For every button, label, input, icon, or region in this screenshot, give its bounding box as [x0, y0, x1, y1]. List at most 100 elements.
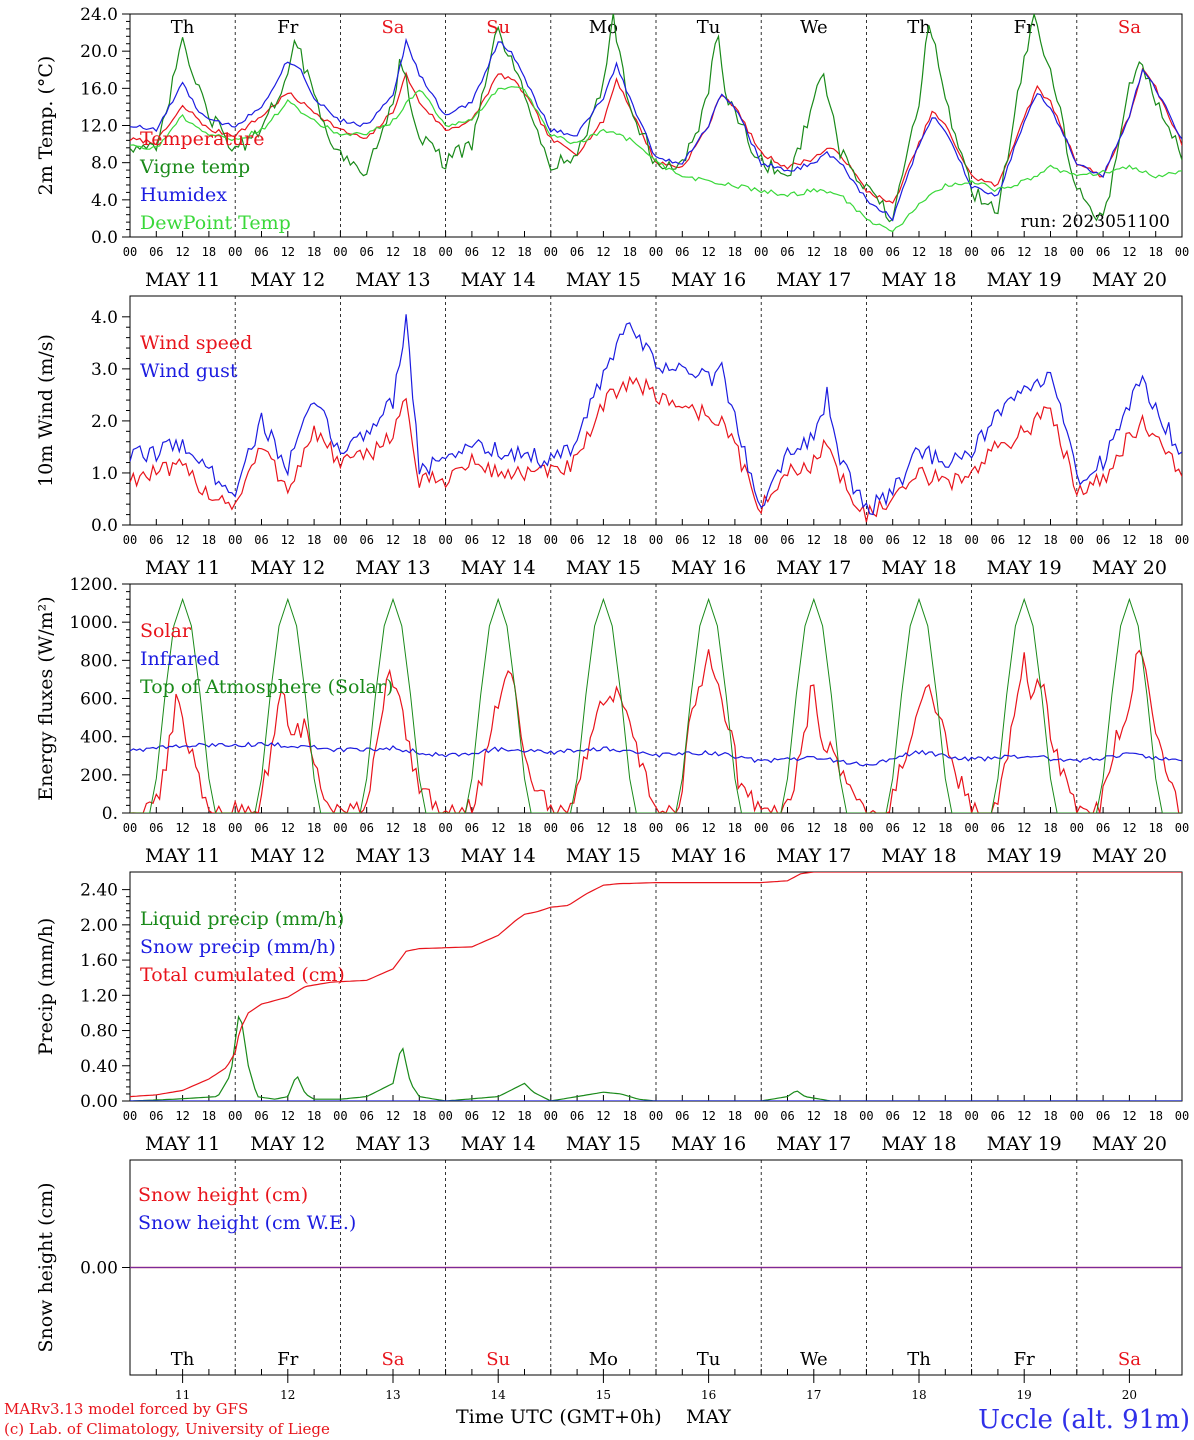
- day-number-label: 19: [1017, 1388, 1032, 1402]
- weekday-label: Mo: [589, 1349, 618, 1370]
- x-hour-label: 12: [912, 821, 926, 835]
- series-total-cumulated-cm: [130, 872, 1182, 1098]
- x-hour-label: 18: [938, 821, 952, 835]
- x-hour-label: 06: [149, 245, 163, 259]
- x-hour-label: 18: [202, 1109, 216, 1123]
- weekday-label: We: [800, 1349, 828, 1370]
- weekday-label: Fr: [1014, 17, 1035, 38]
- y-tick-label: 800.: [80, 651, 118, 671]
- day-number-label: 11: [175, 1388, 190, 1402]
- x-hour-label: 06: [570, 533, 584, 547]
- x-hour-label: 18: [307, 533, 321, 547]
- x-hour-label: 12: [386, 1109, 400, 1123]
- x-hour-label: 18: [412, 533, 426, 547]
- legend-entry: Solar: [140, 620, 192, 642]
- x-hour-label: 00: [438, 1109, 452, 1123]
- x-hour-label: 00: [228, 245, 242, 259]
- x-hour-label: 12: [491, 821, 505, 835]
- legend-entry: Top of Atmosphere (Solar): [140, 676, 393, 698]
- x-hour-label: 12: [912, 533, 926, 547]
- weekday-label: Fr: [277, 1349, 298, 1370]
- x-hour-label: 12: [281, 533, 295, 547]
- time-axis-month: MAY: [686, 1406, 731, 1428]
- x-hour-label: 18: [202, 245, 216, 259]
- x-hour-label: 12: [912, 245, 926, 259]
- x-hour-label: 06: [254, 1109, 268, 1123]
- weekday-label: Fr: [277, 17, 298, 38]
- station-label: Uccle (alt. 91m): [978, 1405, 1190, 1435]
- x-hour-label: 06: [780, 821, 794, 835]
- x-hour-label: 12: [175, 1109, 189, 1123]
- series-infrared: [130, 741, 1182, 767]
- y-axis-label: 2m Temp. (°C): [35, 56, 57, 196]
- x-hour-label: 18: [1043, 1109, 1057, 1123]
- x-hour-label: 12: [1122, 533, 1136, 547]
- day-number-label: 14: [491, 1388, 507, 1402]
- x-hour-label: 18: [728, 533, 742, 547]
- x-hour-label: 12: [386, 245, 400, 259]
- x-hour-label: 12: [386, 533, 400, 547]
- x-hour-label: 00: [649, 245, 663, 259]
- x-hour-label: 18: [622, 533, 636, 547]
- x-hour-label: 00: [1070, 533, 1084, 547]
- x-hour-label: 06: [465, 821, 479, 835]
- legend-entry: Wind speed: [140, 332, 252, 354]
- x-hour-label: 12: [912, 1109, 926, 1123]
- x-date-label: MAY 12: [250, 845, 325, 867]
- series-liquid-precip-mm-h: [130, 1014, 1182, 1101]
- x-date-label: MAY 16: [671, 269, 746, 291]
- x-hour-label: 12: [596, 1109, 610, 1123]
- x-hour-label: 00: [123, 533, 137, 547]
- x-hour-label: 06: [885, 245, 899, 259]
- series-wind-gust: [130, 314, 1182, 516]
- x-hour-label: 06: [885, 1109, 899, 1123]
- x-date-label: MAY 15: [566, 269, 641, 291]
- x-hour-label: 12: [807, 821, 821, 835]
- series-top-of-atmosphere-solar: [130, 597, 1182, 813]
- x-hour-label: 12: [281, 245, 295, 259]
- x-hour-label: 00: [438, 533, 452, 547]
- plot-frame: [129, 13, 1183, 238]
- x-date-label: MAY 16: [671, 845, 746, 867]
- x-hour-label: 18: [1043, 245, 1057, 259]
- x-hour-label: 06: [465, 245, 479, 259]
- x-hour-label: 00: [438, 245, 452, 259]
- panel-4: 0.00 0.40 0.80 1.20 1.60 2.00 2.40 Precip (mm/h…: [35, 871, 1189, 1155]
- x-date-label: MAY 14: [461, 1133, 536, 1155]
- time-axis-title: Time UTC (GMT+0h): [456, 1406, 662, 1428]
- x-hour-label: 06: [149, 1109, 163, 1123]
- series-group: [130, 872, 1182, 1101]
- x-date-label: MAY 16: [671, 1133, 746, 1155]
- day-number-label: 18: [911, 1388, 926, 1402]
- x-hour-label: 18: [1148, 245, 1162, 259]
- x-hour-label: 06: [149, 533, 163, 547]
- weekday-label: Th: [171, 17, 195, 38]
- x-hour-label: 06: [254, 821, 268, 835]
- y-tick-label: 600.: [80, 690, 118, 710]
- x-hour-label: 12: [807, 1109, 821, 1123]
- y-tick-label: 2.0: [91, 412, 118, 432]
- series-group: [130, 597, 1182, 813]
- x-hour-label: 06: [570, 245, 584, 259]
- y-tick-label: 2.40: [80, 881, 118, 901]
- x-hour-label: 18: [202, 821, 216, 835]
- x-hour-label: 00: [649, 821, 663, 835]
- x-hour-label: 06: [359, 1109, 373, 1123]
- x-hour-label: 18: [938, 1109, 952, 1123]
- y-tick-label: 2.00: [80, 916, 118, 936]
- y-tick-label: 1.60: [80, 951, 118, 971]
- x-date-label: MAY 11: [145, 557, 220, 579]
- legend-entry: Total cumulated (cm): [140, 964, 345, 986]
- x-hour-label: 06: [675, 821, 689, 835]
- y-tick-label: 24.0: [80, 5, 118, 25]
- x-hour-label: 12: [175, 821, 189, 835]
- day-number-label: 15: [596, 1388, 611, 1402]
- x-hour-label: 06: [570, 821, 584, 835]
- x-hour-label: 12: [1017, 245, 1031, 259]
- x-date-label: MAY 12: [250, 557, 325, 579]
- x-date-label: MAY 19: [987, 1133, 1062, 1155]
- series-solar: [130, 649, 1182, 813]
- day-number-label: 17: [806, 1388, 821, 1402]
- x-date-label: MAY 12: [250, 269, 325, 291]
- weekday-label: Fr: [1014, 1349, 1035, 1370]
